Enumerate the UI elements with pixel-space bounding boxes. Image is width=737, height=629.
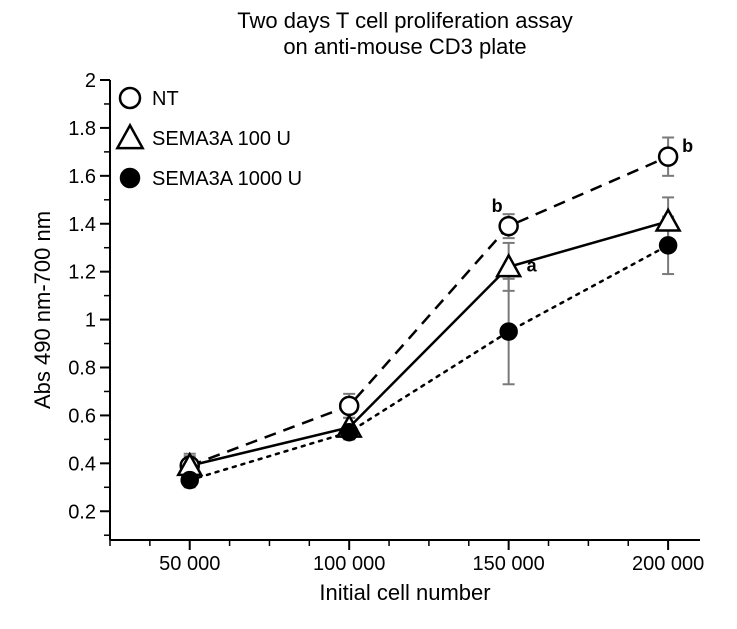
annotation: b: [492, 196, 503, 216]
legend-marker-SEMA3A_1000U: [121, 169, 139, 187]
legend-marker-NT: [120, 88, 140, 108]
series-marker-NT: [340, 397, 358, 415]
series-marker-SEMA3A_1000U: [501, 324, 517, 340]
series-marker-SEMA3A_1000U: [660, 237, 676, 253]
series-line-NT: [190, 157, 668, 466]
y-tick-label: 0.2: [68, 501, 96, 523]
y-tick-label: 1: [85, 310, 96, 332]
series-line-SEMA3A_1000U: [190, 245, 668, 480]
legend-label-NT: NT: [152, 88, 179, 110]
y-tick-label: 0.4: [68, 453, 96, 475]
x-axis-label: Initial cell number: [319, 580, 490, 605]
chart-title-line2: on anti-mouse CD3 plate: [283, 34, 526, 59]
series-marker-SEMA3A_100U: [657, 210, 680, 231]
series-line-SEMA3A_100U: [190, 221, 668, 465]
x-tick-label: 200 000: [632, 553, 704, 575]
series-marker-NT: [500, 217, 518, 235]
series-marker-SEMA3A_1000U: [182, 472, 198, 488]
y-tick-label: 1.6: [68, 166, 96, 188]
legend-label-SEMA3A_1000U: SEMA3A 1000 U: [152, 168, 302, 190]
y-tick-label: 2: [85, 70, 96, 92]
x-tick-label: 50 000: [159, 553, 220, 575]
chart-svg: Two days T cell proliferation assayon an…: [0, 0, 737, 629]
y-tick-label: 1.2: [68, 262, 96, 284]
annotation: a: [527, 256, 538, 276]
legend-label-SEMA3A_100U: SEMA3A 100 U: [152, 128, 291, 150]
y-tick-label: 0.6: [68, 405, 96, 427]
y-tick-label: 1.8: [68, 118, 96, 140]
y-axis-label: Abs 490 nm-700 nm: [30, 211, 55, 409]
series-marker-NT: [659, 148, 677, 166]
series-marker-SEMA3A_1000U: [341, 424, 357, 440]
chart-container: Two days T cell proliferation assayon an…: [0, 0, 737, 629]
y-tick-label: 1.4: [68, 214, 96, 236]
y-tick-label: 0.8: [68, 358, 96, 380]
annotation: b: [682, 136, 693, 156]
legend-marker-SEMA3A_100U: [117, 125, 142, 148]
x-tick-label: 100 000: [313, 553, 385, 575]
chart-title-line1: Two days T cell proliferation assay: [237, 8, 572, 33]
x-tick-label: 150 000: [473, 553, 545, 575]
